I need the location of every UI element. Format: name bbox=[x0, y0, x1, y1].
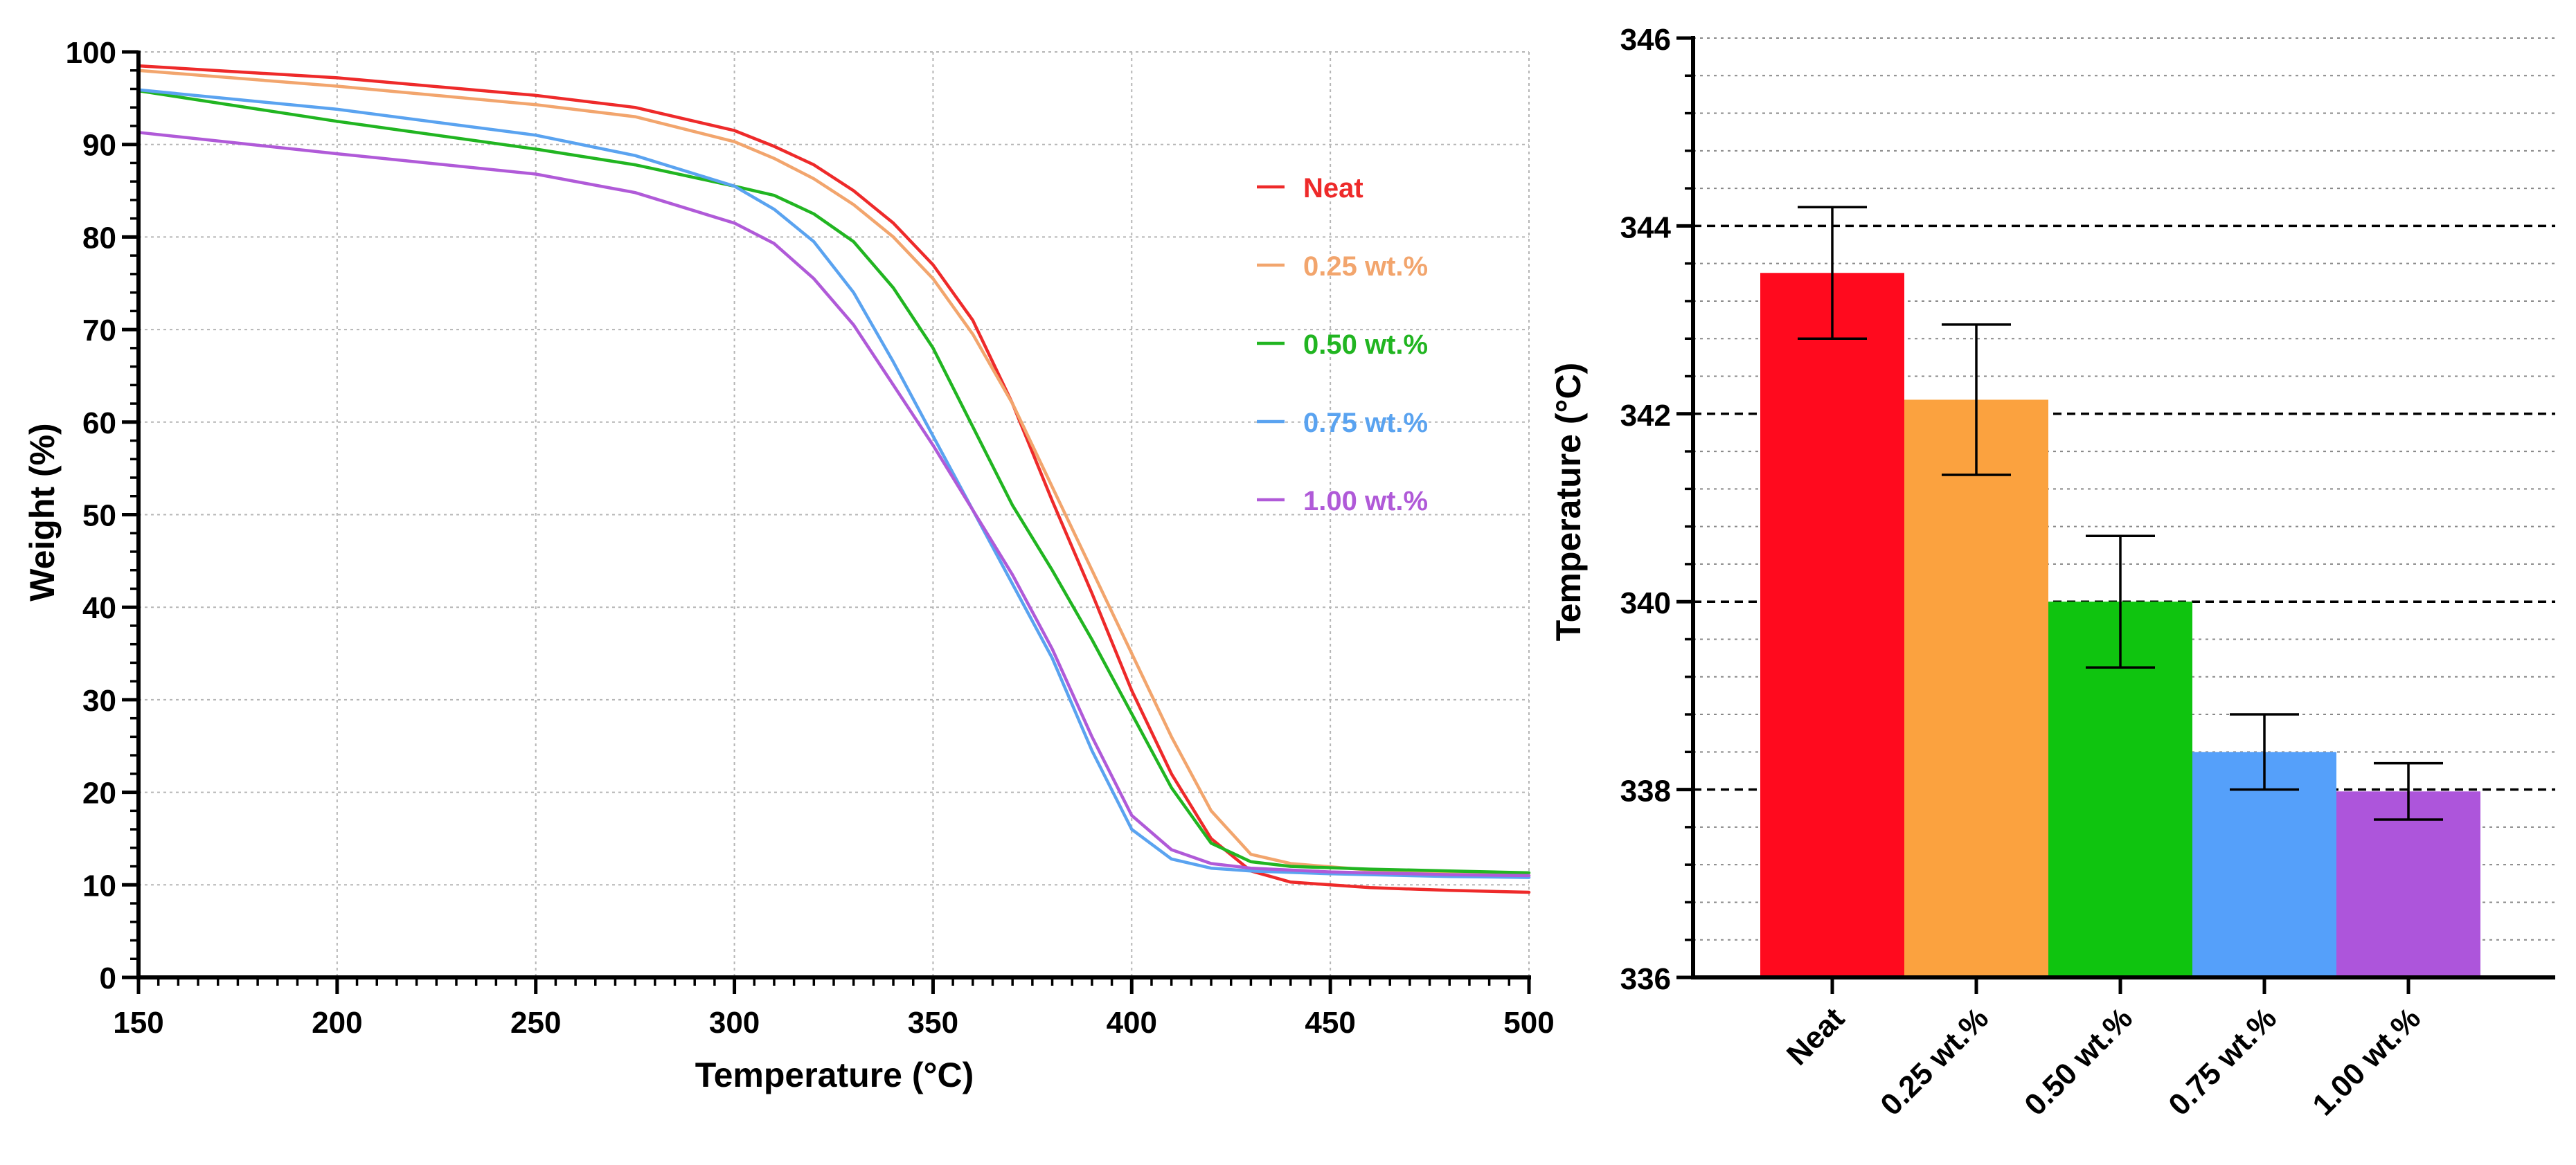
tga-series-line-0 bbox=[136, 64, 1531, 894]
tga-y-tick-label: 70 bbox=[82, 314, 116, 347]
tga-y-tick-label: 0 bbox=[100, 961, 116, 995]
tga-legend: Neat 0.25 wt.% 0.50 wt.% 0.75 wt.% 1.00 wt.% bbox=[1257, 173, 1428, 516]
tga-y-tick-label: 10 bbox=[82, 869, 116, 903]
bar-y-tick-label: 336 bbox=[1620, 962, 1671, 996]
tga-y-tick-label: 40 bbox=[82, 591, 116, 625]
tga-x-tick-label: 500 bbox=[1503, 1006, 1554, 1040]
tga-x-tick-label: 300 bbox=[709, 1006, 760, 1040]
tga-series-line-3 bbox=[136, 88, 1531, 879]
tga-y-tick-label: 100 bbox=[66, 36, 116, 70]
tga-y-tick-label: 60 bbox=[82, 406, 116, 440]
tga-y-tick-label: 80 bbox=[82, 221, 116, 255]
tga-y-axis-title: Weight (%) bbox=[23, 423, 62, 601]
bar-y-tick-label: 338 bbox=[1620, 775, 1671, 809]
tga-line-chart: 150 200 250 300 350 400 450 500 0 10 20 30 40 50 60 70 8… bbox=[23, 36, 1555, 1094]
tga-x-tick-label: 450 bbox=[1305, 1006, 1355, 1040]
tga-x-tick-label: 400 bbox=[1107, 1006, 1157, 1040]
tga-x-tick-label: 350 bbox=[908, 1006, 958, 1040]
bar-error-bars-group bbox=[1798, 206, 2443, 821]
tga-x-axis-title: Temperature (°C) bbox=[695, 1056, 974, 1094]
tga-grid bbox=[138, 51, 1530, 977]
bar-axes bbox=[1676, 36, 2555, 994]
legend-label-3: 0.75 wt.% bbox=[1303, 408, 1428, 438]
bar-y-tick-label: 346 bbox=[1620, 23, 1671, 57]
tga-tick-labels: 150 200 250 300 350 400 450 500 0 10 20 30 40 50 60 70 8… bbox=[66, 36, 1555, 1040]
tga-series-line-4 bbox=[136, 131, 1531, 878]
bar-1 bbox=[1904, 399, 2048, 977]
tga-x-tick-label: 250 bbox=[510, 1006, 561, 1040]
tga-y-tick-label: 30 bbox=[82, 684, 116, 718]
bar-category-label-0: Neat bbox=[1780, 1001, 1851, 1072]
bar-category-label-4: 1.00 wt.% bbox=[2306, 1001, 2427, 1122]
bar-0 bbox=[1760, 273, 1904, 977]
legend-label-0: Neat bbox=[1303, 173, 1363, 204]
tga-x-tick-label: 150 bbox=[113, 1006, 163, 1040]
tga-series-line-1 bbox=[136, 69, 1531, 878]
bar-y-axis-title: Temperature (°C) bbox=[1549, 363, 1588, 641]
tga-y-tick-label: 20 bbox=[82, 777, 116, 811]
legend-label-1: 0.25 wt.% bbox=[1303, 251, 1428, 282]
legend-label-4: 1.00 wt.% bbox=[1303, 486, 1428, 516]
tga-series-group bbox=[136, 64, 1531, 894]
bar-y-tick-label: 340 bbox=[1620, 586, 1671, 620]
tga-axes bbox=[122, 50, 1531, 994]
tga-series-line-2 bbox=[136, 89, 1531, 875]
tga-y-tick-label: 90 bbox=[82, 129, 116, 163]
bar-category-label-1: 0.25 wt.% bbox=[1874, 1001, 1995, 1122]
bar-y-tick-label: 344 bbox=[1620, 210, 1672, 244]
tga-y-tick-label: 50 bbox=[82, 499, 116, 533]
temperature-bar-chart: 336 338 340 342 344 346 Neat 0.25 wt.% 0.50 wt.%… bbox=[1549, 23, 2555, 1122]
bar-category-label-3: 0.75 wt.% bbox=[2162, 1001, 2283, 1122]
bar-y-tick-label: 342 bbox=[1620, 399, 1671, 433]
legend-label-2: 0.50 wt.% bbox=[1303, 329, 1428, 360]
tga-x-tick-label: 200 bbox=[312, 1006, 362, 1040]
bar-4 bbox=[2336, 791, 2480, 977]
bar-category-label-2: 0.50 wt.% bbox=[2018, 1001, 2139, 1122]
